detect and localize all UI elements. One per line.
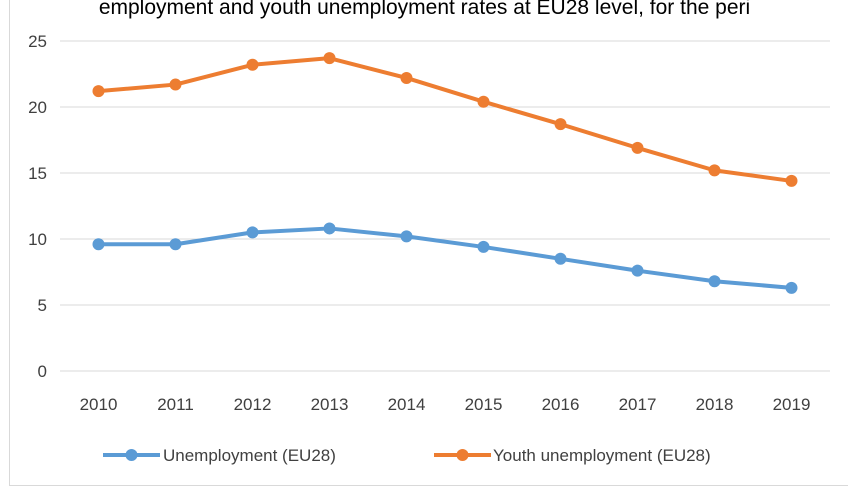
legend-swatch-marker: [456, 449, 469, 461]
y-tick-label: 25: [28, 32, 47, 51]
data-point: [323, 52, 336, 65]
x-tick-label: 2010: [80, 395, 118, 414]
x-tick-label: 2011: [157, 395, 194, 414]
y-axis-ticks: 0 5 10 15 20 25: [28, 32, 47, 381]
x-tick-label: 2017: [619, 395, 657, 414]
legend-swatch-marker: [125, 449, 138, 461]
y-tick-label: 10: [28, 230, 47, 249]
x-tick-label: 2012: [234, 395, 272, 414]
legend-item: Youth unemployment (EU28): [434, 446, 711, 465]
data-point: [169, 238, 182, 251]
series-line: [96, 56, 794, 183]
x-tick-label: 2019: [773, 395, 811, 414]
data-point: [708, 164, 721, 177]
y-tick-label: 0: [38, 362, 47, 381]
series-1: [92, 222, 798, 294]
data-point: [785, 174, 798, 187]
data-point: [323, 222, 336, 235]
y-tick-label: 15: [28, 164, 47, 183]
series-lines: [92, 52, 798, 294]
data-point: [477, 95, 490, 108]
data-point: [785, 281, 798, 294]
series-2: [92, 52, 798, 187]
data-point: [169, 78, 182, 91]
x-tick-label: 2016: [542, 395, 580, 414]
x-tick-label: 2015: [465, 395, 503, 414]
chart-area: [9, 0, 848, 486]
data-point: [631, 264, 644, 277]
data-point: [92, 85, 105, 98]
x-tick-label: 2014: [388, 395, 426, 414]
series-line: [96, 226, 794, 290]
chart-title: employment and youth unemployment rates …: [98, 0, 751, 19]
data-point: [400, 71, 413, 84]
data-point: [92, 238, 105, 251]
data-point: [631, 141, 644, 154]
legend-label: Unemployment (EU28): [163, 446, 336, 465]
legend-label: Youth unemployment (EU28): [493, 446, 711, 465]
x-tick-label: 2013: [311, 395, 349, 414]
legend-item: Unemployment (EU28): [103, 446, 336, 465]
x-axis-ticks: 2010 2011 2012 2013 2014 2015 2016 2017 2018 2019: [80, 395, 811, 414]
data-point: [708, 275, 721, 288]
data-point: [477, 240, 490, 253]
data-point: [246, 58, 259, 71]
data-point: [554, 252, 567, 265]
data-point: [554, 118, 567, 131]
data-point: [400, 230, 413, 243]
x-tick-label: 2018: [696, 395, 734, 414]
y-tick-label: 20: [28, 98, 47, 117]
legend: Unemployment (EU28) Youth unemployment (E…: [103, 446, 711, 465]
y-tick-label: 5: [38, 296, 47, 315]
data-point: [246, 226, 259, 239]
gridlines: [60, 40, 830, 372]
